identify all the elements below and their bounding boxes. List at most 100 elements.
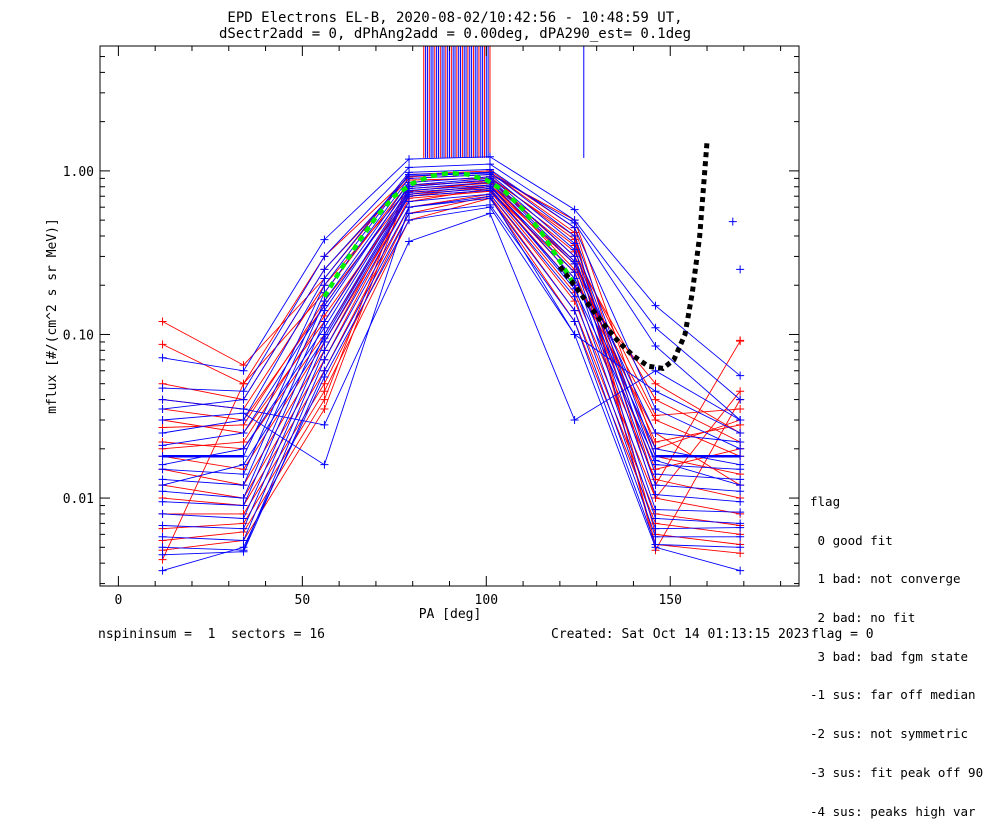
blue-data-point <box>239 524 248 533</box>
blue-data-point <box>320 355 329 364</box>
blue-data-point <box>736 460 745 469</box>
blue-series-line <box>162 193 741 541</box>
red-data-point <box>651 395 660 404</box>
red-series-line <box>162 181 741 457</box>
red-series-line <box>162 179 741 443</box>
blue-series-line <box>162 181 741 506</box>
blue-series-line <box>162 176 741 486</box>
blue-data-point <box>158 497 167 506</box>
blue-data-point <box>239 428 248 437</box>
blue-data-point <box>405 172 414 181</box>
outlier-layer <box>728 217 745 345</box>
blue-series-line <box>162 195 741 466</box>
blue-data-point <box>736 508 745 517</box>
blue-series-line <box>162 163 741 400</box>
footer-flag: flag = 0 <box>811 627 874 642</box>
blue-data-point <box>239 409 248 418</box>
footer-spin-info: nspininsum = 1 sectors = 16 <box>98 627 325 642</box>
blue-data-point <box>239 536 248 545</box>
blue-data-point <box>158 441 167 450</box>
blue-data-point <box>158 405 167 414</box>
red-series-line <box>162 193 741 515</box>
red-series-line <box>162 189 741 470</box>
x-tick-label: 100 <box>475 593 498 608</box>
x-tick-label: 0 <box>114 593 122 608</box>
blue-data-point <box>239 481 248 490</box>
blue-data-point <box>570 245 579 254</box>
blue-data-point <box>320 372 329 381</box>
blue-data-point <box>239 501 248 510</box>
blue-data-point <box>320 274 329 283</box>
red-data-point <box>239 438 248 447</box>
black-fit-curve <box>557 141 710 372</box>
blue-data-point <box>239 543 248 552</box>
blue-data-point <box>485 184 494 193</box>
blue-data-point <box>485 152 494 161</box>
blue-data-point <box>736 543 745 552</box>
blue-data-point <box>239 470 248 479</box>
blue-series-line <box>162 186 741 519</box>
blue-data-point <box>651 387 660 396</box>
blue-data-point <box>736 481 745 490</box>
blue-data-point <box>570 205 579 214</box>
y-tick-label: 1.00 <box>63 165 94 180</box>
blue-data-point <box>320 252 329 261</box>
blue-data-point <box>158 460 167 469</box>
legend-item-5: -2 sus: not symmetric <box>810 726 969 742</box>
y-tick-label: 0.01 <box>63 492 94 507</box>
legend-title: flag <box>810 493 841 509</box>
legend-item-2: 2 bad: no fit <box>810 609 916 625</box>
series-layer <box>158 46 745 575</box>
red-data-point <box>320 405 329 414</box>
blue-data-point <box>320 460 329 469</box>
blue-data-point <box>320 334 329 343</box>
red-series-line <box>162 170 741 487</box>
blue-data-point <box>405 190 414 199</box>
blue-data-point <box>736 497 745 506</box>
blue-data-point <box>239 514 248 523</box>
blue-series-line <box>162 156 741 377</box>
blue-data-point <box>239 366 248 375</box>
blue-data-point <box>239 395 248 404</box>
chart-title-line-2: dSectr2add = 0, dPhAng2add = 0.00deg, dP… <box>219 26 691 42</box>
blue-data-point <box>736 395 745 404</box>
blue-data-point <box>651 323 660 332</box>
blue-data-point <box>570 292 579 301</box>
x-tick-label: 50 <box>295 593 311 608</box>
blue-data-point <box>158 550 167 559</box>
blue-data-point <box>736 444 745 453</box>
red-data-point <box>158 317 167 326</box>
pitch-angle-chart: EPD Electrons EL-B, 2020-08-02/10:42:56 … <box>45 10 800 622</box>
blue-data-point <box>320 301 329 310</box>
blue-series-line <box>162 189 741 530</box>
blue-data-point <box>239 460 248 469</box>
blue-data-point <box>239 444 248 453</box>
blue-data-point <box>158 428 167 437</box>
blue-data-point <box>736 416 745 425</box>
blue-data-point <box>651 543 660 552</box>
flag-legend: flag 0 good fit 1 bad: not converge 2 ba… <box>810 470 983 831</box>
red-data-point <box>651 438 660 447</box>
blue-data-point <box>320 235 329 244</box>
blue-data-point <box>485 203 494 212</box>
red-data-point <box>239 379 248 388</box>
red-data-point <box>651 379 660 388</box>
blue-series-line <box>162 172 741 421</box>
blue-data-point <box>239 387 248 396</box>
blue-series-line <box>162 204 741 556</box>
axis-layer: 0 50 100 150 0.01 0.10 1.00 <box>63 46 799 608</box>
red-series-line <box>162 174 741 450</box>
blue-data-point <box>651 456 660 465</box>
legend-item-3: 3 bad: bad fgm state <box>810 648 969 664</box>
blue-data-point <box>405 216 414 225</box>
blue-data-point <box>736 438 745 447</box>
legend-item-4: -1 sus: far off median <box>810 687 976 703</box>
blue-series-line <box>162 179 741 446</box>
blue-data-point <box>239 494 248 503</box>
blue-data-point <box>736 523 745 532</box>
blue-outlier-point <box>728 217 737 226</box>
blue-data-point <box>651 342 660 351</box>
blue-series-line <box>162 212 741 426</box>
y-tick-label: 0.10 <box>63 328 94 343</box>
blue-data-point <box>320 323 329 332</box>
